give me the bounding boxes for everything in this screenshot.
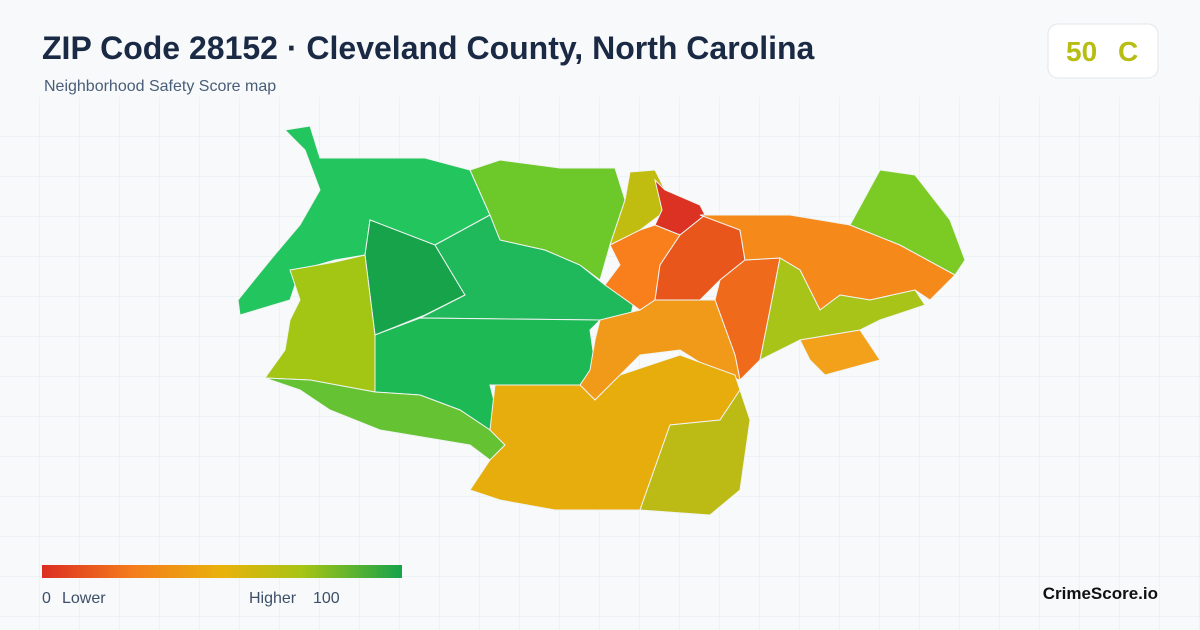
region [469, 159, 626, 281]
title: ZIP Code 28152 · Cleveland County, North… [42, 30, 815, 66]
score: 50 [1066, 36, 1097, 67]
region [759, 257, 926, 361]
region [849, 169, 966, 276]
legend-min: 0 [42, 590, 51, 607]
subtitle: Neighborhood Safety Score map [44, 78, 276, 95]
region [799, 329, 881, 376]
region [639, 388, 751, 516]
score-badge [1047, 23, 1159, 79]
grade: C [1118, 36, 1138, 67]
legend-max: 100 [313, 590, 340, 607]
legend-max-label: Higher [249, 590, 297, 607]
map [237, 125, 966, 516]
legend-gradient [42, 565, 402, 578]
brand: CrimeScore.io [1043, 584, 1158, 603]
legend-min-label: Lower [62, 590, 106, 607]
